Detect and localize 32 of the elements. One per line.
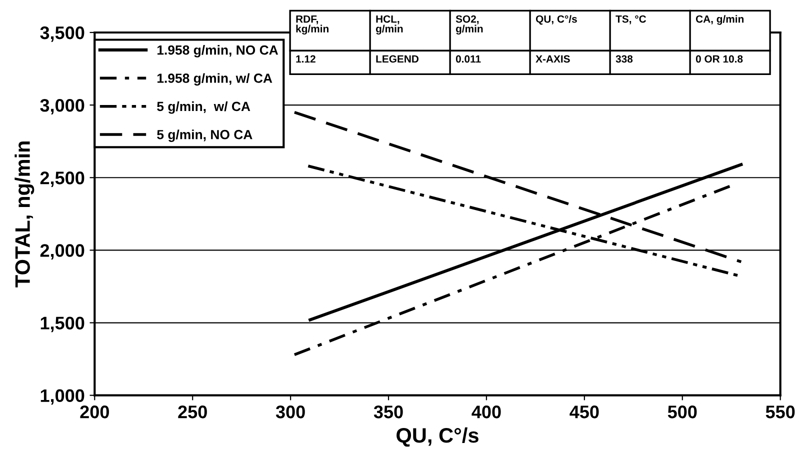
x-tick-label: 200 <box>80 406 109 418</box>
text: TS, °C <box>616 15 646 24</box>
x-tick-label: 350 <box>374 406 403 418</box>
annotation: 1.12 <box>296 55 316 63</box>
annotation: 338 <box>616 55 633 63</box>
y-tick-label: 1,500 <box>40 316 84 332</box>
x-tick-label: 400 <box>472 406 501 418</box>
legend-label: 1.958 g/min, w/ CA <box>157 73 272 86</box>
text: QU, C°/s <box>536 15 577 25</box>
legend-label: 5 g/min, NO CA <box>157 130 252 142</box>
y-tick-label: 3,000 <box>40 98 84 114</box>
x-tick-label: 450 <box>570 406 599 418</box>
x-tick-label: 250 <box>178 406 207 418</box>
y-tick-label: 3,500 <box>40 26 84 42</box>
y-tick-label: 2,000 <box>40 244 84 260</box>
text: CA, g/min <box>696 15 744 25</box>
annotation: HCL, g/min <box>376 15 403 35</box>
legend-label: 5 g/min, w/ CA <box>157 101 250 114</box>
annotation: RDF, kg/min <box>296 15 328 35</box>
annotation: 0.011 <box>456 55 481 63</box>
x-tick-label: 300 <box>276 406 305 418</box>
annotation: SO2, g/min <box>456 15 483 35</box>
x-tick-label: 550 <box>766 406 795 418</box>
y-tick-label: 2,500 <box>40 172 84 187</box>
annotation: LEGEND <box>376 55 419 63</box>
annotation: X-AXIS <box>536 55 570 63</box>
x-axis-title: QU, C°/s <box>396 427 478 447</box>
annotation: 0 OR 10.8 <box>696 55 743 63</box>
x-tick-label: 500 <box>668 406 697 418</box>
legend-label: 1.958 g/min, NO CA <box>157 45 278 58</box>
y-axis-title: TOTAL, ng/min <box>14 142 34 288</box>
y-tick-label: 1,000 <box>40 389 84 405</box>
